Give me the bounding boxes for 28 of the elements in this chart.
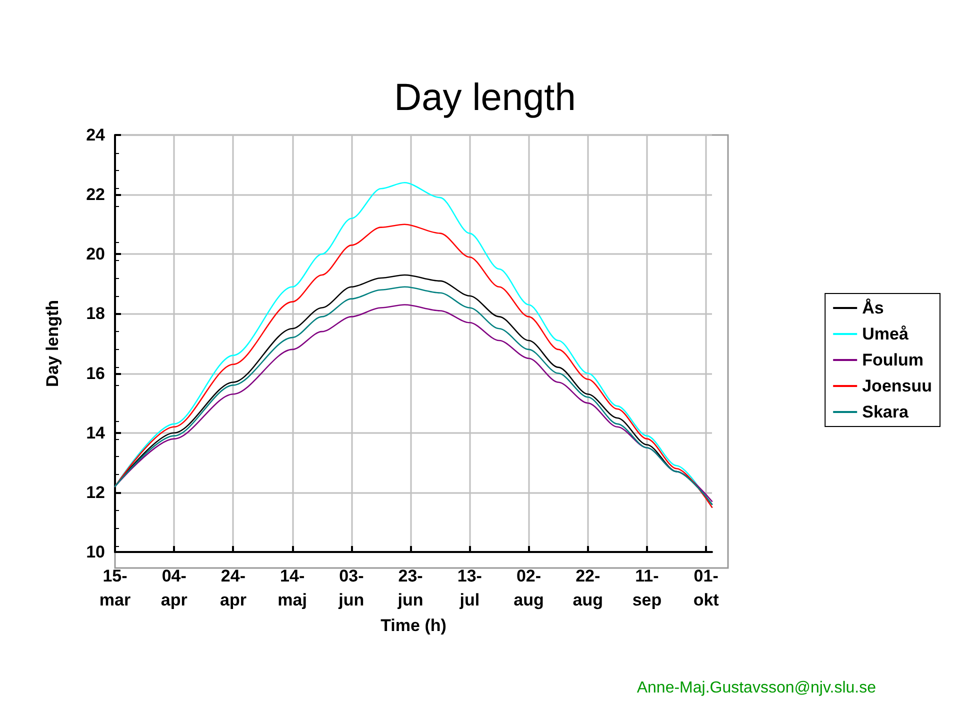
x-tick-label: 24- apr (220, 566, 247, 610)
x-tick-label: 01- okt (693, 566, 720, 610)
y-tick-label: 14 (86, 423, 106, 442)
y-tick-label: 24 (86, 126, 106, 144)
y-tick-label: 22 (86, 185, 105, 204)
x-tick-label: 04- apr (160, 566, 188, 610)
x-tick-label: 02- aug (514, 566, 544, 610)
x-tick-label: 15- mar (99, 566, 131, 610)
legend-label: Foulum (862, 350, 924, 370)
x-tick-label: 13- jul (457, 566, 482, 610)
chart-title: Day length (394, 77, 576, 119)
y-tick-label: 12 (86, 482, 105, 502)
x-tick-label: 11- sep (632, 566, 662, 610)
y-tick-label: 10 (86, 542, 105, 562)
y-tick-label: 18 (86, 304, 105, 324)
x-axis-title: Time (h) (380, 616, 446, 635)
y-tick-label: 20 (86, 244, 105, 264)
y-axis-title: Day length (43, 300, 62, 387)
legend-label: Umeå (862, 324, 909, 344)
x-tick-label: 23- jun (396, 566, 424, 610)
legend-label: Skara (862, 402, 909, 422)
x-tick-label: 03- jun (338, 566, 364, 610)
x-tick-label: 22- aug (572, 566, 603, 610)
text: Anne-Maj.Gustavsson@njv.slu.se (636, 680, 876, 696)
legend-label: Ås (862, 298, 884, 318)
legend-label: Joensuu (862, 376, 932, 396)
y-tick-label: 16 (86, 364, 105, 383)
x-tick-label: 14- maj (278, 566, 307, 610)
